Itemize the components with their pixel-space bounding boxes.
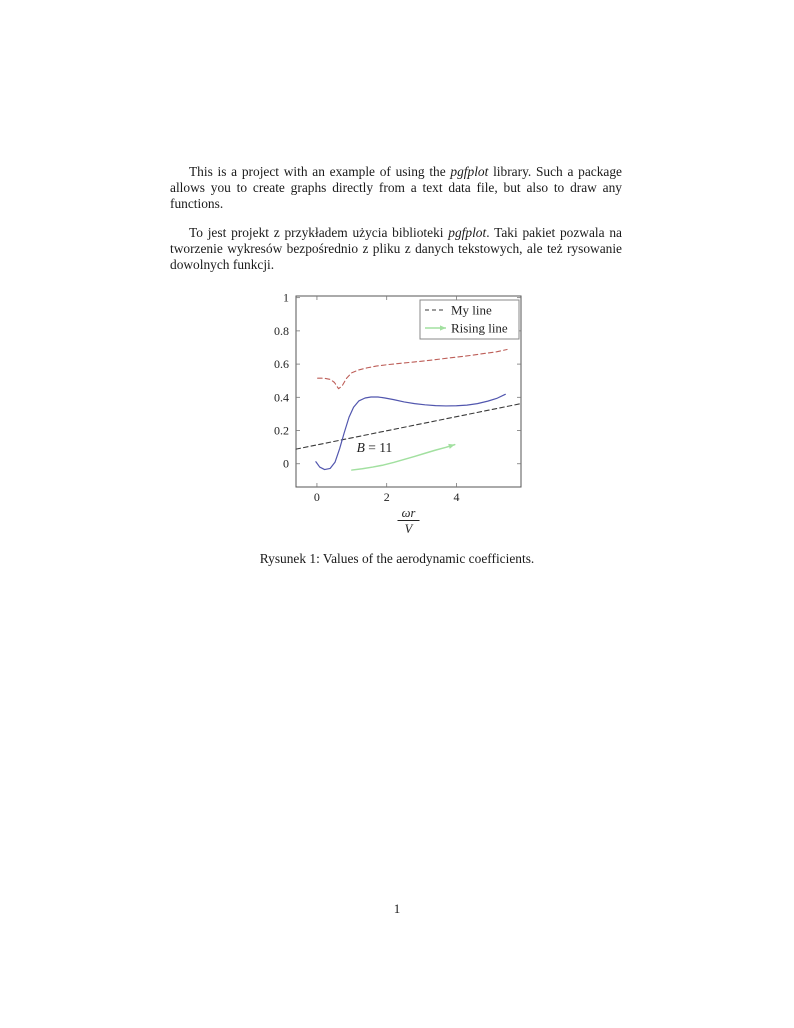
arrowhead-icon (448, 443, 455, 449)
plot-border (295, 295, 522, 488)
legend-entry-my-line: My line (425, 303, 492, 318)
y-tick-label: 0.4 (274, 390, 289, 404)
x-axis-label-fraction: ωr V (397, 506, 420, 536)
text-block: This is a project with an example of usi… (170, 164, 622, 273)
tick-labels: 0 0.2 0.4 0.6 0.8 1 0 2 4 (274, 291, 459, 504)
series-line-blue-solid (315, 393, 506, 471)
legend-label: My line (451, 303, 492, 318)
paragraph-polish-text: To jest projekt z przykładem użycia bibl… (189, 225, 449, 240)
x-tick-label: 0 (314, 490, 320, 504)
series-red-dashed (317, 348, 508, 390)
pgfplot-italic: pgfplot (450, 164, 489, 179)
series-blue-solid (315, 393, 506, 471)
arrowhead-icon (440, 325, 446, 331)
y-tick-label: 0 (283, 457, 289, 471)
paragraph-polish-text-2: . Taki pakiet pozwala na tworzenie wykre… (170, 225, 622, 272)
paragraph-english-text-2: library. Such a package allows you to cr… (170, 164, 622, 211)
pgfplot-italic: pgfplot (448, 225, 487, 240)
x-tick-label: 2 (384, 490, 390, 504)
chart-annotation: B = 11 (357, 440, 393, 455)
legend-entry-rising-line: Rising line (425, 321, 508, 336)
paragraph-english: This is a project with an example of usi… (170, 164, 622, 212)
y-tick-label: 0.8 (274, 324, 289, 338)
annotation-value: = 11 (365, 440, 392, 455)
figure-caption: Rysunek 1: Values of the aerodynamic coe… (0, 551, 794, 567)
y-tick-label: 0.6 (274, 357, 289, 371)
series-line-red-dashed (317, 348, 508, 390)
page-number: 1 (0, 901, 794, 917)
axis-ticks (296, 296, 521, 487)
x-axis-label-denominator: V (405, 522, 414, 536)
series-line-my-line (295, 403, 522, 450)
paragraph-polish: To jest projekt z przykładem użycia bibl… (170, 225, 622, 273)
chart-legend: My line Rising line (419, 299, 520, 340)
pgfplot-chart: 0 0.2 0.4 0.6 0.8 1 0 2 4 ωr V B = 11 My line Rising … (274, 291, 522, 536)
annotation-variable: B (357, 440, 365, 455)
x-axis-label-numerator: ωr (402, 506, 416, 520)
series-line-rising-line (351, 443, 456, 471)
y-tick-label: 0.2 (274, 424, 289, 438)
figure-chart: 0 0.2 0.4 0.6 0.8 1 0 2 4 ωr V B = 11 My line Rising … (250, 281, 550, 543)
series-my-line (295, 403, 522, 450)
figure-caption-text: Rysunek 1: Values of the aerodynamic coe… (259, 551, 535, 566)
paragraph-english-text: This is a project with an example of usi… (189, 164, 451, 179)
series-rising-line (351, 443, 456, 471)
x-tick-label: 4 (453, 490, 459, 504)
page-number-text: 1 (393, 901, 401, 916)
y-tick-label: 1 (283, 291, 289, 305)
legend-box (419, 299, 520, 340)
legend-label: Rising line (451, 321, 508, 336)
